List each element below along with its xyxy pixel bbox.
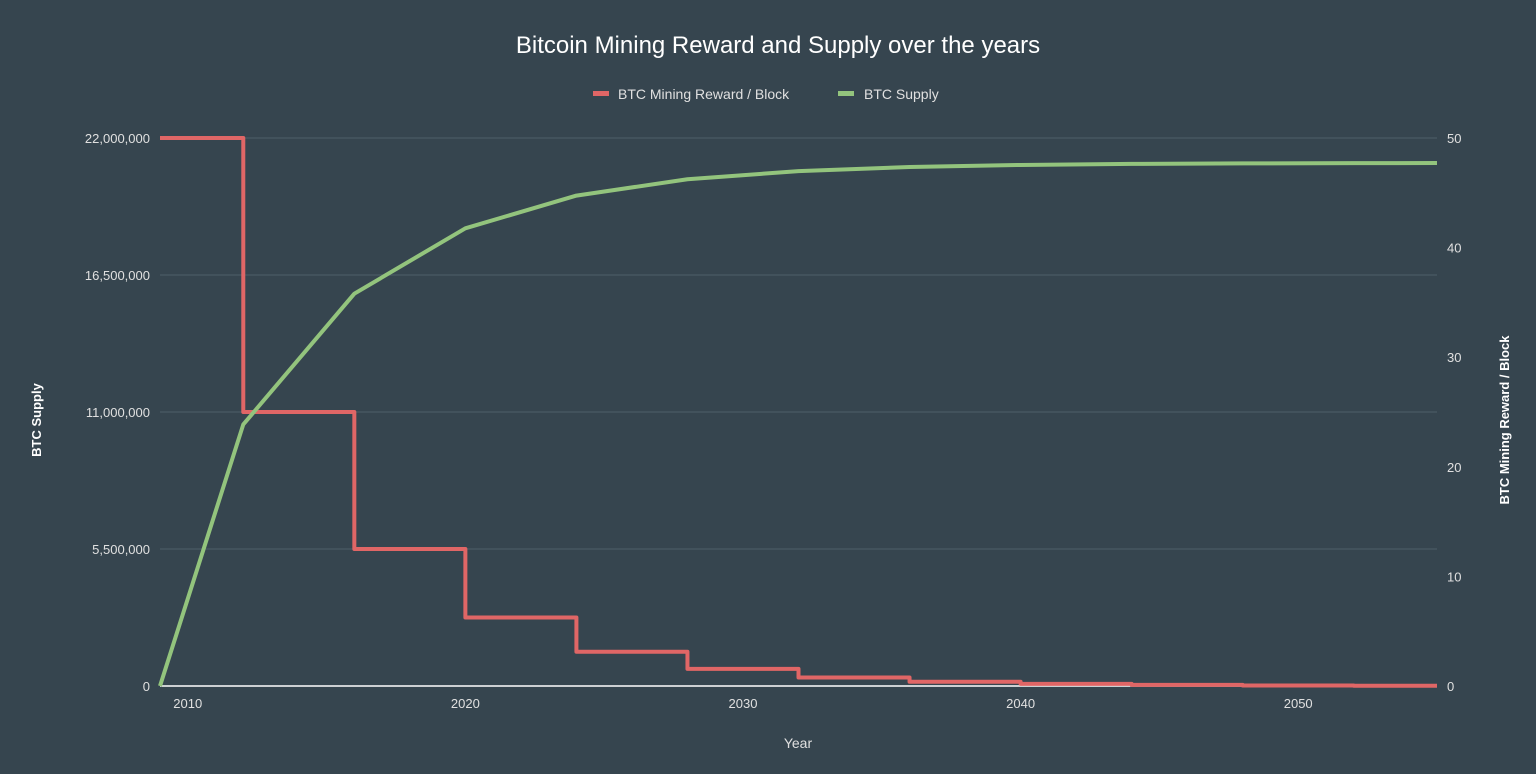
x-tick-label: 2030 bbox=[729, 696, 758, 711]
x-tick-label: 2040 bbox=[1006, 696, 1035, 711]
y-left-tick-label: 0 bbox=[143, 679, 150, 694]
y-left-tick-label: 22,000,000 bbox=[85, 131, 150, 146]
y-right-tick-label: 0 bbox=[1447, 679, 1454, 694]
y-left-ticks: 0 5,500,000 11,000,000 16,500,000 22,000,000 bbox=[85, 131, 150, 694]
legend-label-reward: BTC Mining Reward / Block bbox=[618, 86, 790, 102]
y-right-tick-label: 50 bbox=[1447, 131, 1461, 146]
legend: BTC Mining Reward / Block BTC Supply bbox=[593, 86, 939, 102]
y-right-tick-label: 40 bbox=[1447, 241, 1461, 256]
legend-swatch-supply bbox=[838, 91, 854, 96]
series-line-btc-supply bbox=[158, 161, 1438, 687]
y-left-tick-label: 5,500,000 bbox=[92, 542, 150, 557]
legend-label-supply: BTC Supply bbox=[864, 86, 939, 102]
x-tick-label: 2010 bbox=[173, 696, 202, 711]
x-tick-label: 2050 bbox=[1284, 696, 1313, 711]
y-left-axis-label: BTC Supply bbox=[29, 382, 44, 456]
y-left-tick-label: 16,500,000 bbox=[85, 268, 150, 283]
y-right-tick-label: 30 bbox=[1447, 350, 1461, 365]
y-right-tick-label: 10 bbox=[1447, 569, 1461, 584]
y-right-ticks: 0 10 20 30 40 50 bbox=[1447, 131, 1461, 694]
y-right-axis-label: BTC Mining Reward / Block bbox=[1497, 335, 1512, 505]
x-tick-label: 2020 bbox=[451, 696, 480, 711]
legend-swatch-reward bbox=[593, 91, 609, 96]
x-ticks: 2010 2020 2030 2040 2050 bbox=[173, 696, 1312, 711]
series-line-mining-reward bbox=[160, 136, 1437, 688]
chart-title: Bitcoin Mining Reward and Supply over th… bbox=[516, 32, 1040, 59]
x-axis-label: Year bbox=[784, 735, 813, 751]
y-right-tick-label: 20 bbox=[1447, 460, 1461, 475]
y-left-tick-label: 11,000,000 bbox=[86, 405, 150, 420]
